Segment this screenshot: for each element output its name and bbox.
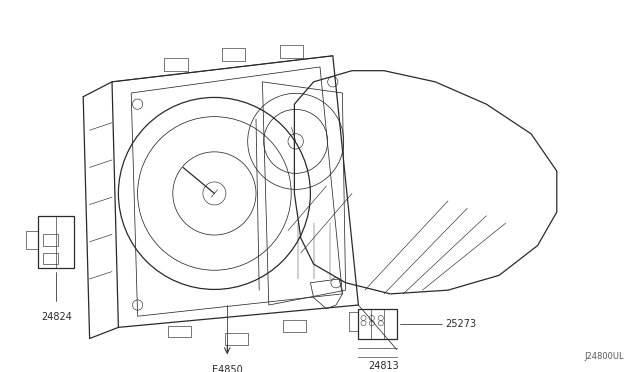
Text: 24824: 24824	[41, 312, 72, 323]
Text: J24800UL: J24800UL	[584, 352, 624, 361]
Text: 24813: 24813	[369, 361, 399, 371]
Text: E4850: E4850	[212, 365, 243, 372]
Text: 25273: 25273	[445, 319, 476, 328]
